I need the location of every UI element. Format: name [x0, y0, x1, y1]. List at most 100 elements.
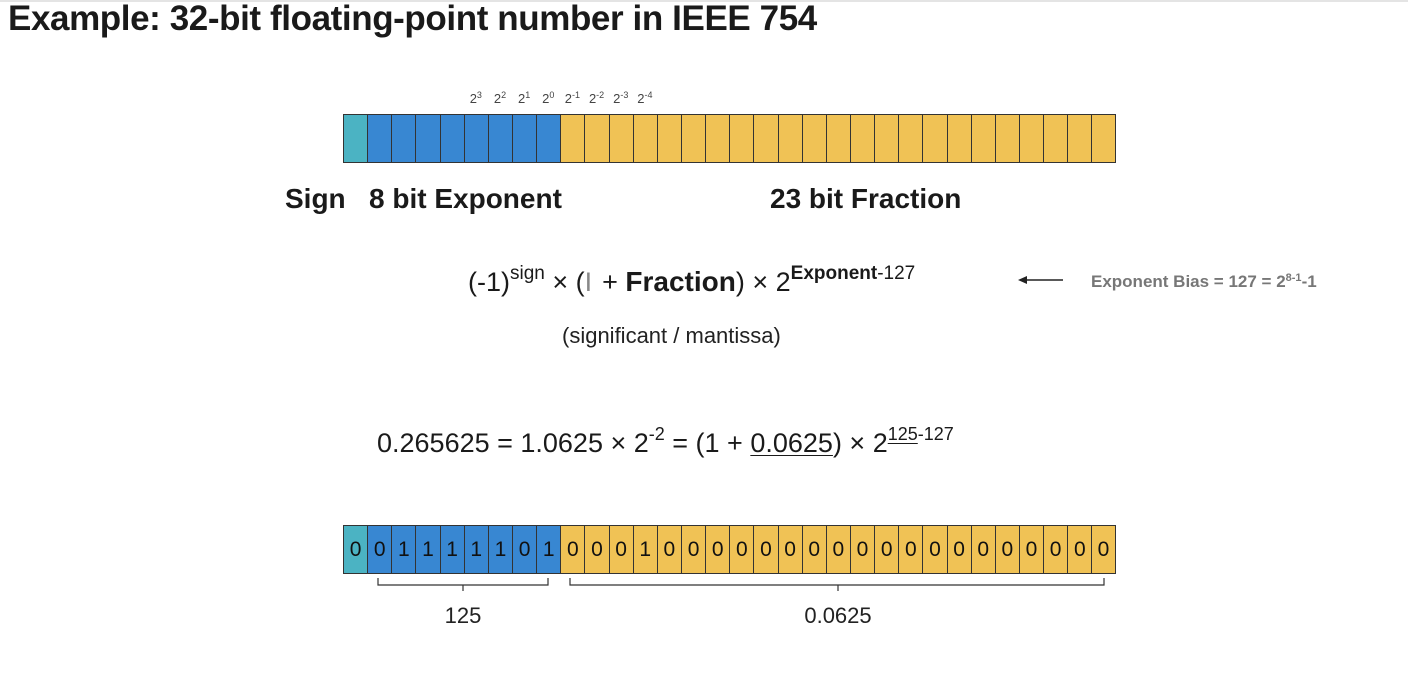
example-fraction: 0.0625 [750, 428, 833, 458]
fraction-bit-cell [922, 114, 947, 163]
exponent-bit-value: 0 [367, 525, 392, 574]
sign-label: Sign [285, 183, 346, 214]
fraction-bit-value: 0 [584, 525, 609, 574]
fraction-bit-cell [777, 114, 802, 163]
formula-exponent-bias: -127 [877, 263, 916, 284]
fraction-bit-value: 0 [1043, 525, 1068, 574]
exponent-bit-value: 1 [536, 525, 561, 574]
fraction-bit-value: 1 [632, 525, 657, 574]
fraction-bit-cell [1018, 114, 1044, 163]
fraction-bit-value: 0 [656, 525, 681, 574]
bit-weight-label: 22 [493, 90, 507, 106]
bit-weight-label: 20 [542, 90, 555, 106]
exponent-bit-value: 1 [487, 525, 512, 574]
exponent-bit-cell [511, 114, 537, 163]
fraction-bit-value: 0 [874, 525, 899, 574]
fraction-bit-cell [1067, 114, 1092, 163]
bit-weight-label: 21 [518, 90, 531, 106]
formula-fraction: Fraction [625, 266, 736, 297]
exponent-bit-cell [367, 114, 392, 163]
formula-close: ) × 2 [735, 267, 791, 297]
fraction-label: 23 bit Fraction [770, 183, 962, 214]
formula-neg: (-1) [468, 267, 510, 297]
exponent-bit-cell [463, 114, 488, 163]
fraction-bit-cell [656, 114, 681, 163]
exponent-bit-value: 1 [463, 525, 488, 574]
fraction-bit-value: 0 [801, 525, 826, 574]
fraction-bit-cell [994, 114, 1019, 163]
text-cursor-icon: I [584, 267, 593, 297]
fraction-bit-value: 0 [560, 525, 585, 574]
fraction-bit-value: 0 [970, 525, 995, 574]
fraction-bit-value: 0 [946, 525, 971, 574]
formula-sign-superscript: sign [510, 263, 545, 284]
exponent-bias-note: Exponent Bias = 127 = 28-1-1 [1091, 272, 1317, 292]
exponent-bit-cell [439, 114, 464, 163]
fraction-bit-cell [632, 114, 657, 163]
fraction-bit-value: 0 [777, 525, 802, 574]
fraction-bit-cell [1091, 114, 1116, 163]
fraction-value-label: 0.0625 [804, 603, 872, 628]
bit-weight-label: 2-3 [613, 90, 629, 106]
bias-rest: -1 [1301, 272, 1317, 291]
fraction-bit-cell [1043, 114, 1068, 163]
exponent-value-label: 125 [444, 603, 482, 628]
fraction-bracket [569, 578, 1105, 591]
top-divider [0, 0, 1408, 2]
fraction-bit-cell [753, 114, 778, 163]
fraction-bit-value: 0 [680, 525, 706, 574]
fraction-bit-cell [680, 114, 706, 163]
fraction-bit-cell [801, 114, 826, 163]
fraction-bit-value: 0 [1018, 525, 1044, 574]
example-close: ) × 2 [832, 428, 888, 458]
formula-plus: + [594, 267, 626, 297]
exponent-label: 8 bit Exponent [369, 183, 562, 214]
exponent-bit-cell [487, 114, 512, 163]
fraction-bit-cell [970, 114, 995, 163]
exponent-bit-cell [536, 114, 561, 163]
fraction-bit-value: 0 [994, 525, 1019, 574]
example-mid: = (1 + [664, 428, 751, 458]
formula-exponent: Exponent [790, 263, 878, 284]
exponent-bit-value: 1 [415, 525, 440, 574]
fraction-bit-cell [825, 114, 850, 163]
sign-bit-value: 0 [343, 525, 368, 574]
bit-weight-label: 2-2 [588, 90, 605, 106]
fraction-bit-value: 0 [898, 525, 923, 574]
fraction-bit-value: 0 [705, 525, 730, 574]
fraction-bit-cell [584, 114, 609, 163]
exponent-bit-value: 0 [511, 525, 537, 574]
example-lhs: 0.265625 = 1.0625 × 2 [377, 428, 649, 458]
exponent-bit-cell [415, 114, 440, 163]
bias-superscript: 8-1 [1285, 272, 1302, 284]
bit-weight-label: 2-4 [637, 90, 653, 106]
exponent-bracket [377, 578, 549, 591]
fraction-bit-cell [946, 114, 971, 163]
bit-weight-label: 23 [469, 90, 482, 106]
significand-note: (significant / mantissa) [562, 323, 781, 348]
example-exp-value: 125 [887, 424, 918, 444]
formula-times: × ( [544, 267, 585, 297]
bit-weight-labels: 23 22 21 20 2-1 2-2 2-3 2-4 [0, 90, 1408, 110]
fraction-bit-value: 0 [849, 525, 875, 574]
left-arrow-icon [1018, 276, 1063, 284]
fraction-bit-value: 0 [729, 525, 754, 574]
ieee-formula: (-1)sign × (I + Fraction) × 2Exponent-12… [468, 263, 915, 298]
fraction-bit-cell [898, 114, 923, 163]
fraction-bit-value: 0 [1067, 525, 1092, 574]
exponent-bit-value: 1 [439, 525, 464, 574]
fraction-bit-value: 0 [1091, 525, 1116, 574]
fraction-bit-value: 0 [753, 525, 778, 574]
sign-bit-cell [343, 114, 368, 163]
bit-weight-label: 2-1 [564, 90, 581, 106]
fraction-bit-cell [874, 114, 899, 163]
exponent-bit-cell [391, 114, 416, 163]
example-exp-bias: -127 [917, 424, 954, 444]
fraction-bit-cell [705, 114, 730, 163]
example-exp1: -2 [648, 424, 665, 444]
fraction-bit-cell [560, 114, 585, 163]
fraction-bit-cell [729, 114, 754, 163]
page-title: Example: 32-bit floating-point number in… [8, 0, 817, 38]
worked-example-equation: 0.265625 = 1.0625 × 2-2 = (1 + 0.0625) ×… [377, 424, 954, 459]
